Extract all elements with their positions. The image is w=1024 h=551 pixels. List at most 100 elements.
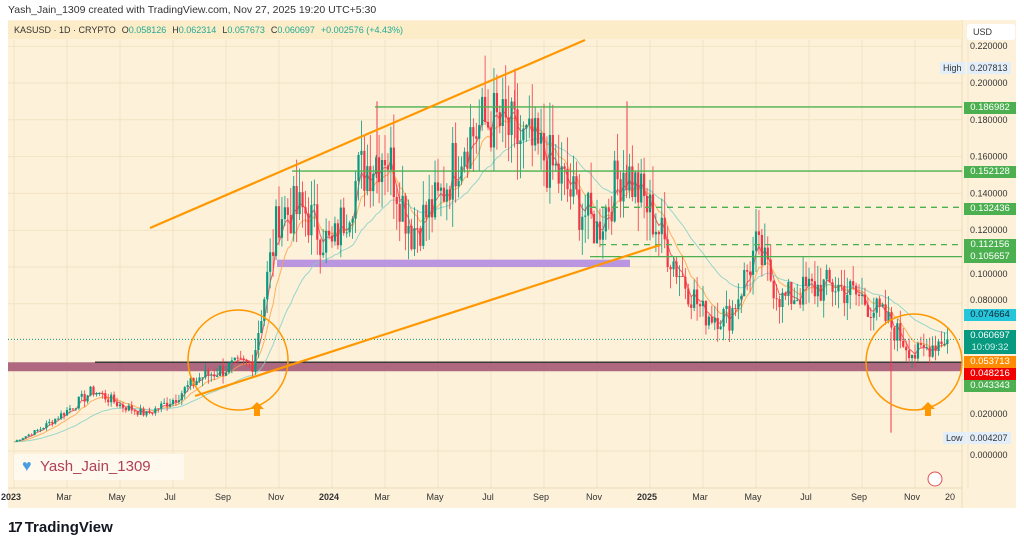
candle-body: [607, 207, 610, 212]
candle-body: [601, 231, 604, 240]
tradingview-logo[interactable]: 17 TradingView: [8, 519, 113, 536]
price-tick-label: 0.220000: [970, 41, 1008, 51]
candle-body: [360, 150, 363, 155]
candle-body: [416, 228, 419, 230]
candle-body: [910, 354, 914, 359]
candle-body: [684, 276, 687, 289]
candle-body: [327, 230, 331, 236]
candle-body: [772, 280, 775, 299]
candle-body: [740, 296, 743, 300]
candle-body: [545, 160, 549, 188]
candle-body: [236, 357, 239, 359]
candle-body: [501, 99, 504, 127]
candle-body: [177, 400, 180, 402]
candle-body: [142, 408, 145, 416]
price-tag: 0.132436: [964, 203, 1016, 215]
candle-body: [578, 189, 581, 230]
candle-body: [210, 374, 213, 376]
candle-body: [24, 436, 27, 439]
price-tick-label: 0.180000: [970, 115, 1008, 125]
candle-body: [710, 316, 713, 323]
candle-body: [840, 284, 843, 286]
candle-body: [292, 185, 295, 234]
candle-body: [60, 413, 63, 419]
candle-body: [89, 386, 92, 396]
candle-body: [893, 327, 896, 341]
chart-credit: Yash_Jain_1309 created with TradingView.…: [8, 4, 377, 16]
candle-body: [604, 207, 607, 232]
candle-body: [713, 317, 716, 323]
candle-body: [881, 304, 884, 307]
candle-body: [863, 294, 867, 305]
candle-body: [628, 166, 631, 191]
symbol-label[interactable]: KASUSD · 1D · CRYPTO: [14, 25, 116, 35]
candle-body: [857, 294, 861, 296]
candle-body: [186, 385, 189, 388]
candle-body: [681, 275, 684, 277]
up-arrow-icon: [921, 402, 935, 416]
candle-body: [575, 176, 578, 190]
candle-body: [307, 213, 310, 236]
purple-zone: [277, 259, 630, 267]
high-value: 0.062314: [178, 25, 217, 35]
candle-body: [807, 278, 811, 287]
watermark-text: Yash_Jain_1309: [40, 458, 151, 475]
symbol-legend: KASUSD · 1D · CRYPTO O0.058126 H0.062314…: [8, 21, 962, 39]
time-tick-label: Nov: [586, 492, 603, 502]
price-tag: 0.186982: [964, 102, 1016, 114]
candle-body: [781, 292, 784, 308]
price-tag: 0.048216: [964, 368, 1016, 380]
currency-selector[interactable]: USD: [967, 24, 1015, 40]
candle-body: [472, 127, 475, 137]
candle-body: [398, 203, 401, 222]
candle-body: [407, 225, 410, 234]
candle-body: [766, 247, 769, 260]
time-tick-label: Sep: [851, 492, 867, 502]
candle-body: [201, 377, 204, 379]
candle-body: [701, 300, 705, 307]
candle-body: [425, 204, 428, 218]
candle-body: [389, 147, 392, 170]
channel-upper-line: [149, 38, 586, 230]
candle-body: [168, 404, 172, 407]
change-value: +0.002576 (+4.43%): [320, 25, 403, 35]
candle-body: [101, 392, 104, 394]
candle-body: [118, 404, 122, 407]
candle-body: [654, 231, 657, 235]
candle-body: [581, 216, 584, 230]
candle-body: [663, 217, 666, 240]
candle-body: [428, 199, 431, 218]
candle-body: [248, 361, 251, 363]
candle-body: [115, 402, 119, 407]
candle-body: [919, 343, 922, 345]
candle-body: [124, 407, 127, 411]
price-tag: 0.105657: [964, 251, 1016, 263]
candle-body: [896, 323, 899, 341]
candle-body: [242, 358, 245, 360]
candle-body: [145, 411, 148, 416]
candle-body: [878, 298, 881, 307]
candle-body: [690, 304, 693, 308]
time-tick-label: May: [108, 492, 126, 502]
candle-body: [796, 300, 799, 302]
close-value: 0.060697: [277, 25, 315, 35]
candle-body: [295, 185, 298, 215]
candle-body: [631, 166, 634, 197]
candle-body: [810, 278, 814, 282]
candle-body: [48, 421, 51, 424]
candle-body: [660, 217, 663, 235]
candle-body: [339, 207, 342, 246]
candle-body: [469, 127, 472, 169]
tradingview-logo-text: TradingView: [24, 519, 113, 536]
time-tick-label: May: [744, 492, 762, 502]
ma-slow-line: [13, 138, 948, 443]
candle-body: [828, 269, 831, 283]
candle-body: [707, 316, 710, 326]
time-tick-label: Sep: [533, 492, 549, 502]
candle-body: [366, 166, 369, 191]
candle-body: [15, 440, 19, 442]
candle-body: [860, 294, 864, 296]
candle-body: [757, 231, 761, 235]
candle-body: [139, 408, 142, 415]
